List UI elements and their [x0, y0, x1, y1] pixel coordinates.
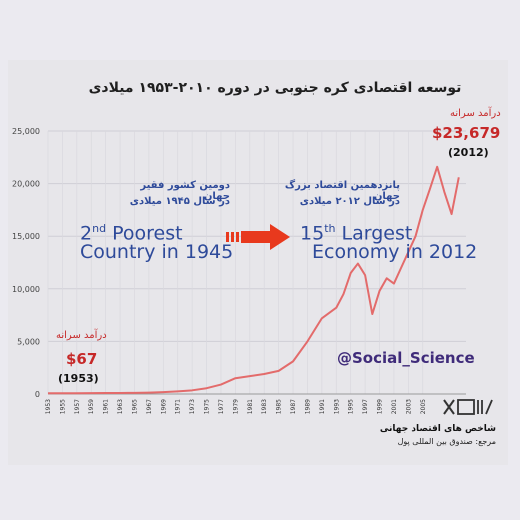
income-end-label: درآمد سرانه [450, 108, 501, 119]
source-reference: مرجع: صندوق بین المللی پول [397, 437, 496, 446]
x-tick-label: 1997 [362, 399, 369, 414]
x-tick-label: 1975 [204, 399, 211, 414]
y-tick-label: 15,000 [12, 232, 40, 241]
x-tick-label: 2001 [391, 399, 398, 414]
largest-en-line2: Economy in 2012 [312, 241, 478, 263]
poorest-fa-line1: دومین کشور فقیر جهان [140, 180, 230, 202]
largest-fa-line2: در سال ۲۰۱۲ میلادی [299, 196, 400, 207]
poorest-en-line2: Country in 1945 [80, 241, 234, 263]
x-tick-label: 2003 [405, 399, 412, 414]
gdp-per-capita-series-line [47, 165, 460, 395]
x-tick-label: 1979 [232, 399, 239, 414]
poorest-fa-line2: در سال ۱۹۴۵ میلادی [129, 196, 230, 207]
income-start-year: (1953) [58, 372, 99, 385]
x-tick-label: 1983 [261, 399, 268, 414]
x-tick-label: 1967 [146, 399, 153, 414]
social-handle: @Social_Science [337, 349, 475, 367]
x-tick-label: 1965 [131, 399, 138, 414]
arrow-stripe [226, 232, 229, 242]
x-tick-label: 1953 [45, 399, 52, 414]
arrow-icon [226, 224, 290, 250]
largest-en-line1: 15th Largest [300, 222, 413, 245]
x-tick-label: 1991 [319, 399, 326, 414]
x-tick-label: 1995 [348, 399, 355, 414]
income-end-value: $23,679 [432, 124, 501, 142]
income-end-year: (2012) [448, 146, 489, 159]
arrow-head [241, 224, 290, 250]
x-tick-label: 1963 [117, 399, 124, 414]
x-tick-label: 2005 [420, 399, 427, 414]
largest-fa-line1: پانزدهمین اقتصاد بزرگ جهان [284, 180, 400, 202]
source-title: شاخص های اقتصاد جهانی [379, 424, 496, 434]
x-tick-label: 1987 [290, 399, 297, 414]
income-start-label: درآمد سرانه [56, 330, 107, 341]
x-tick-label: 1977 [218, 399, 225, 414]
x-tick-label: 1973 [189, 399, 196, 414]
arrow-stripe [231, 232, 234, 242]
y-tick-label: 20,000 [12, 180, 40, 189]
chart-title: توسعه اقتصادی کره جنوبی در دوره ۲۰۱۰-۱۹۵… [88, 80, 462, 96]
x-tick-label: 1981 [247, 399, 254, 414]
y-tick-label: 10,000 [12, 285, 40, 294]
x-tick-label: 1969 [160, 399, 167, 414]
arrow-stripe [236, 232, 239, 242]
x-tick-label: 1961 [103, 399, 110, 414]
income-start-value: $67 [66, 350, 98, 368]
y-tick-label: 25,000 [12, 127, 40, 136]
poorest-en-line1: 2nd Poorest [80, 222, 183, 245]
x-tick-label: 1985 [276, 399, 283, 414]
x-tick-label: 1955 [59, 399, 66, 414]
x-tick-label: 1993 [333, 399, 340, 414]
x-tick-label: 1971 [175, 399, 182, 414]
source-logo-icon [443, 399, 493, 415]
y-tick-label: 5,000 [17, 337, 40, 346]
x-tick-label: 1959 [88, 399, 95, 414]
x-tick-label: 1999 [377, 399, 384, 414]
y-tick-label: 0 [35, 390, 40, 399]
x-tick-label: 1989 [304, 399, 311, 414]
x-tick-label: 1957 [74, 399, 81, 414]
